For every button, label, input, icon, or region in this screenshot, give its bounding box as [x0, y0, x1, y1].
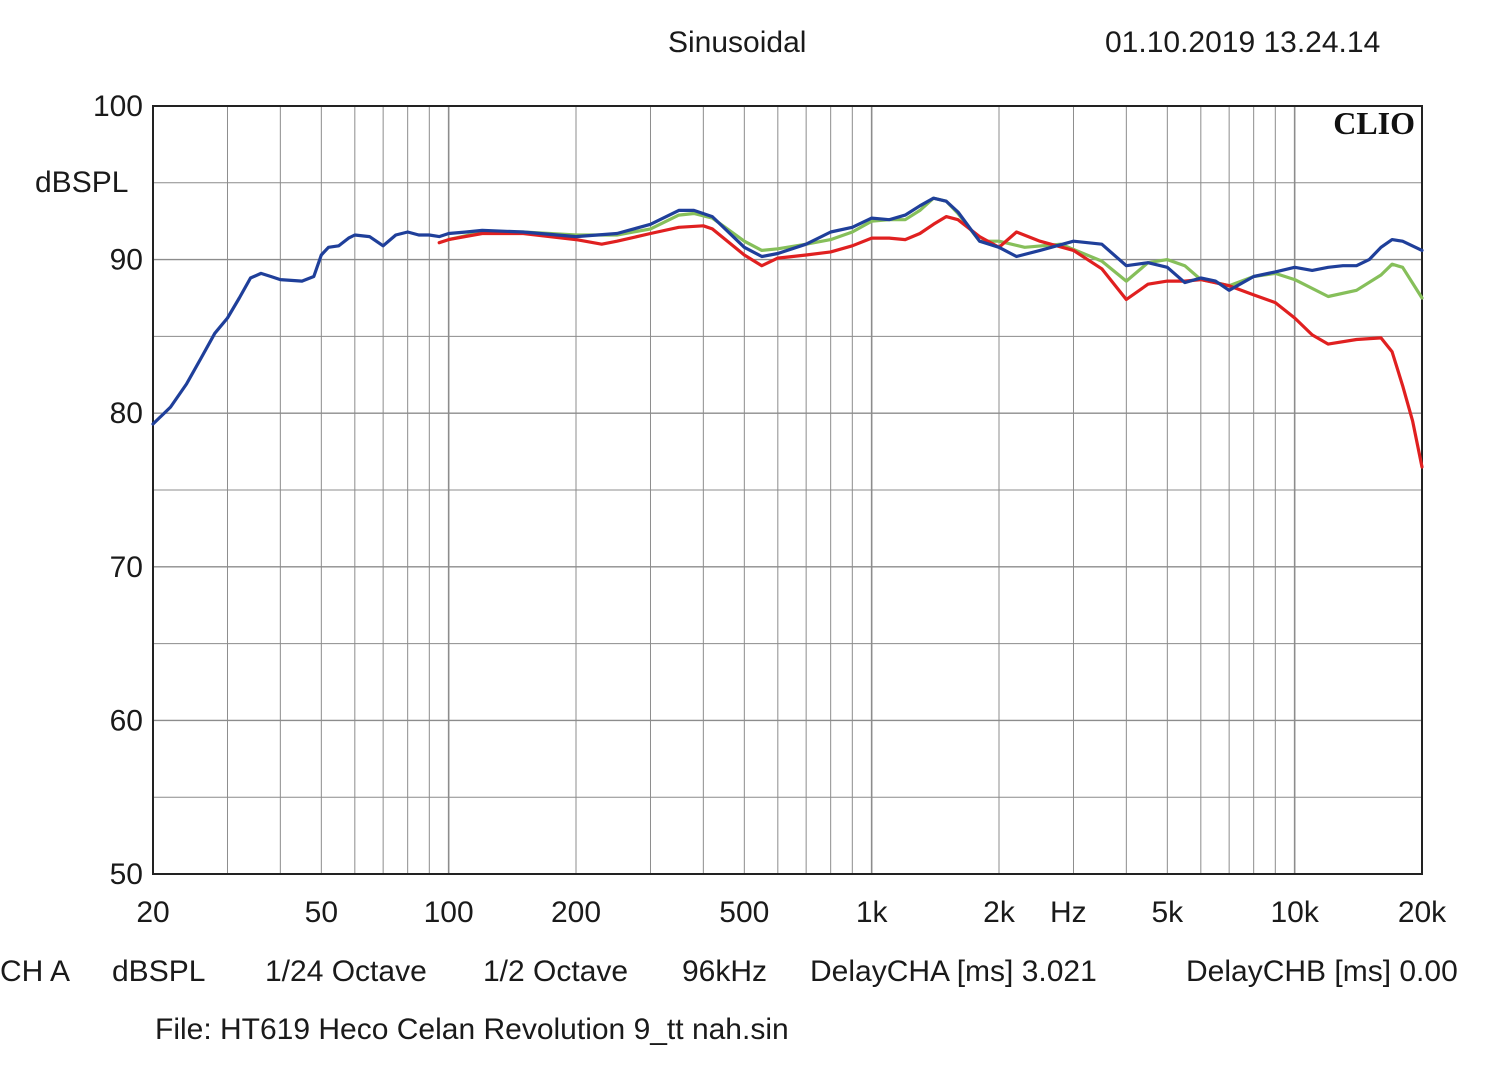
x-tick-label: 20 [136, 896, 169, 929]
footer-unit: dBSPL [112, 955, 206, 988]
x-tick-label: 200 [551, 896, 601, 929]
series-lines [151, 196, 1424, 469]
y-tick-label: 80 [110, 397, 143, 430]
y-tick-label: 100 [93, 90, 143, 123]
minor-grid [153, 106, 1422, 874]
footer-resolution: 1/24 Octave [265, 955, 427, 988]
footer-file: File: HT619 Heco Celan Revolution 9_tt n… [155, 1013, 789, 1046]
x-tick-label: 1k [856, 896, 889, 929]
x-tick-label: 100 [424, 896, 474, 929]
footer-delay-chb: DelayCHB [ms] 0.00 [1186, 955, 1458, 988]
clio-logo: CLIO [1333, 105, 1415, 141]
x-axis-tick-labels: 20 50 100 200 500 1k 2k 5k 10k 20k [136, 896, 1447, 929]
y-tick-label: 90 [110, 244, 143, 277]
chart-title: Sinusoidal [668, 26, 807, 59]
x-tick-label: 5k [1151, 896, 1184, 929]
x-tick-label: 10k [1270, 896, 1319, 929]
plot-border [152, 105, 1423, 875]
footer-smoothing: 1/2 Octave [483, 955, 629, 988]
y-axis-tick-labels: 50 60 70 80 90 100 [93, 90, 143, 891]
footer-sample-rate: 96kHz [682, 955, 768, 988]
x-axis-label: Hz [1050, 896, 1087, 929]
x-tick-label: 2k [983, 896, 1016, 929]
major-grid [153, 106, 1422, 874]
footer-delay-cha: DelayCHA [ms] 3.021 [810, 955, 1097, 988]
series-line-3 [151, 196, 1424, 426]
y-tick-label: 50 [110, 858, 143, 891]
x-tick-label: 500 [719, 896, 769, 929]
measurement-datetime: 01.10.2019 13.24.14 [1105, 26, 1381, 59]
x-tick-label: 20k [1398, 896, 1447, 929]
series-line-2 [437, 215, 1424, 469]
x-tick-label: 50 [305, 896, 338, 929]
footer-channel: CH A [0, 955, 71, 988]
y-tick-label: 60 [110, 704, 143, 737]
y-axis-label: dBSPL [35, 166, 128, 199]
y-tick-label: 70 [110, 551, 143, 584]
